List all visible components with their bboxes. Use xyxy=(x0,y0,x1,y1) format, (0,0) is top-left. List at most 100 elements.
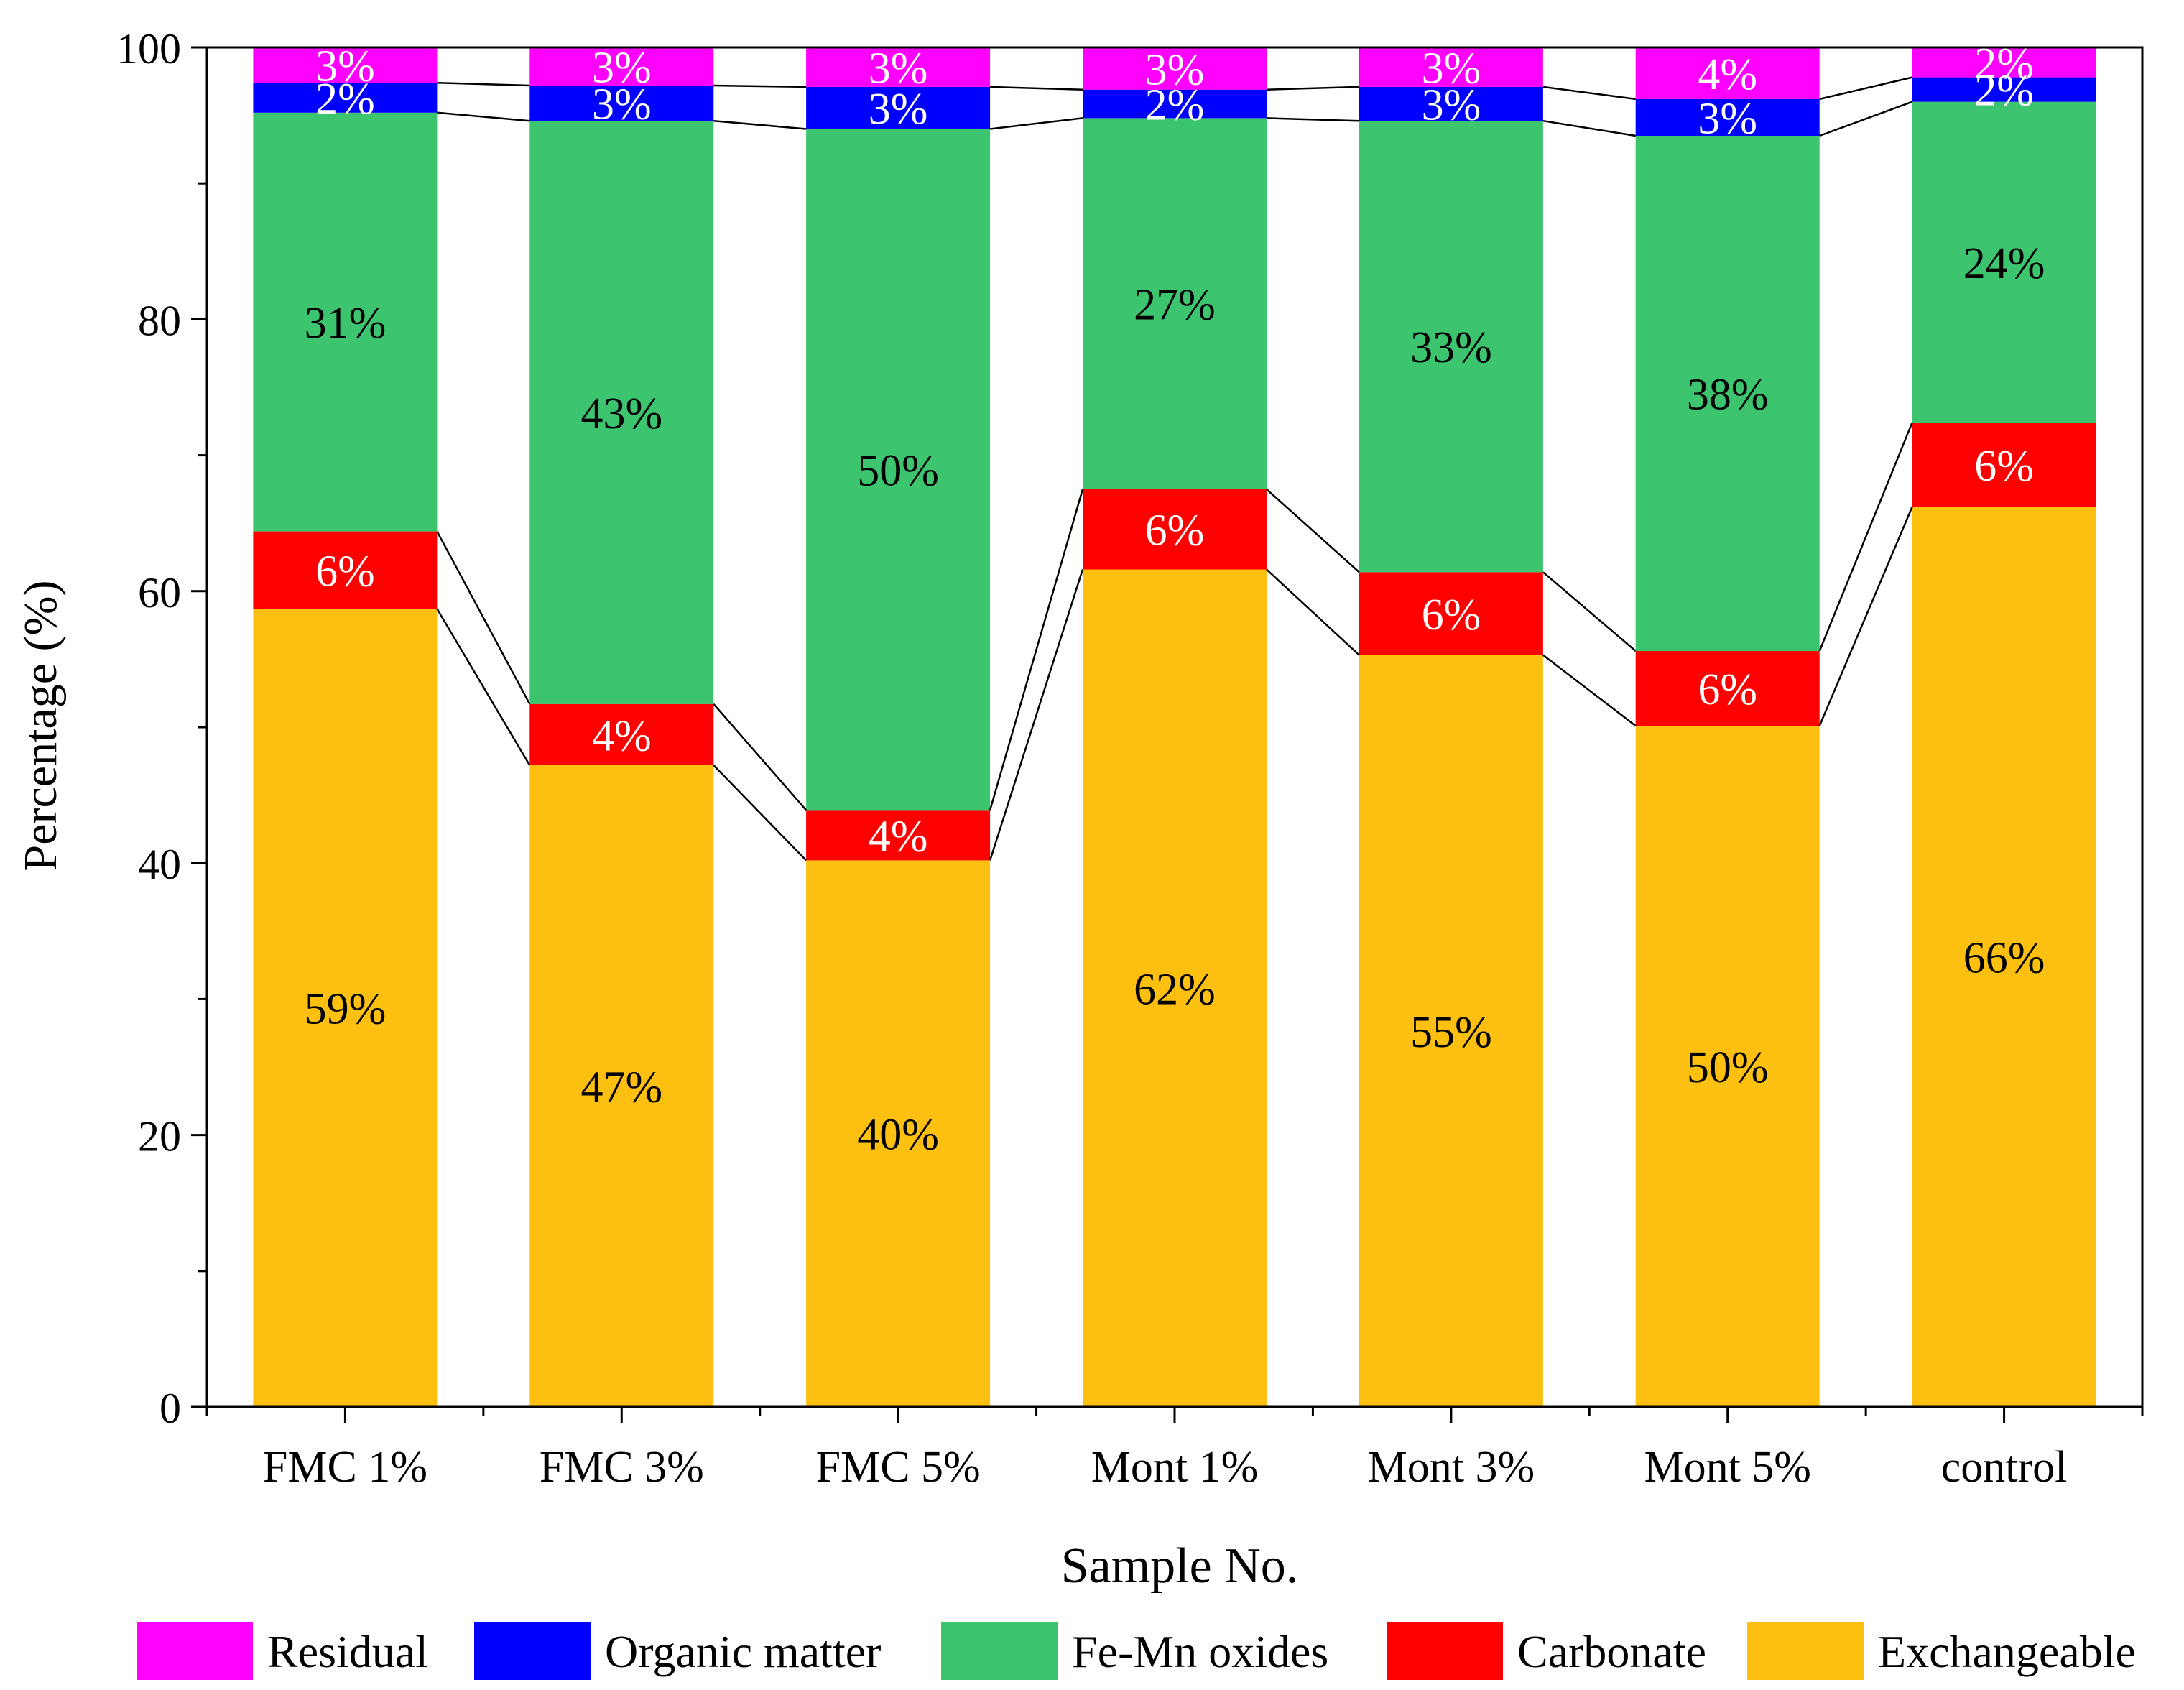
bar-exchangeable-mont-5 xyxy=(1635,726,1820,1407)
connector-line-2-5 xyxy=(1818,422,1913,652)
bar-fe-mn-oxides-fmc-5 xyxy=(806,129,991,811)
connector-line-2-1 xyxy=(713,703,808,811)
data-label-exchangeable-fmc-3: 47% xyxy=(580,1063,662,1112)
bar-exchangeable-fmc-5 xyxy=(806,860,991,1407)
legend-label-residual: Residual xyxy=(267,1626,428,1677)
bars-layer xyxy=(253,47,2096,1408)
bar-residual-mont-5 xyxy=(1635,47,1820,99)
data-label-residual-fmc-3: 3% xyxy=(592,44,652,93)
x-tick-label-control: control xyxy=(1941,1443,2068,1492)
data-label-carbonate-control: 6% xyxy=(1974,442,2034,491)
legend-label-fe-mn-oxides: Fe-Mn oxides xyxy=(1072,1626,1328,1677)
bar-residual-control xyxy=(1912,47,2096,78)
data-label-exchangeable-mont-1: 62% xyxy=(1134,965,1216,1014)
y-tick-label-40: 40 xyxy=(138,841,181,888)
legend-swatch-carbonate xyxy=(1387,1622,1503,1680)
data-label-fe-mn-oxides-mont-3: 33% xyxy=(1410,323,1492,372)
data-label-fe-mn-oxides-fmc-5: 50% xyxy=(857,447,939,496)
data-label-carbonate-mont-3: 6% xyxy=(1422,591,1481,639)
legend-label-organic-matter: Organic matter xyxy=(605,1626,881,1677)
data-label-fe-mn-oxides-mont-1: 27% xyxy=(1134,281,1216,330)
bar-residual-mont-3 xyxy=(1359,47,1543,87)
legend-swatch-residual xyxy=(136,1622,253,1680)
data-label-exchangeable-control: 66% xyxy=(1963,934,2045,983)
data-label-organic-matter-mont-5: 3% xyxy=(1698,94,1757,143)
connector-line-4-5 xyxy=(1819,76,1912,101)
connector-line-2-4 xyxy=(1542,571,1637,652)
bar-carbonate-fmc-1 xyxy=(253,531,438,609)
bar-organic-matter-fmc-5 xyxy=(806,86,991,129)
y-tick-label-60: 60 xyxy=(138,569,181,617)
connector-line-1-2 xyxy=(989,569,1084,861)
data-label-carbonate-fmc-5: 4% xyxy=(869,812,928,861)
data-label-exchangeable-mont-5: 50% xyxy=(1687,1043,1769,1092)
bar-organic-matter-mont-3 xyxy=(1359,86,1543,121)
x-axis-title: Sample No. xyxy=(1061,1538,1299,1594)
data-label-organic-matter-mont-1: 2% xyxy=(1145,81,1205,130)
data-label-fe-mn-oxides-fmc-1: 31% xyxy=(305,299,387,348)
data-label-organic-matter-fmc-3: 3% xyxy=(592,80,652,129)
bar-residual-mont-1 xyxy=(1083,47,1267,90)
data-label-organic-matter-mont-3: 3% xyxy=(1422,81,1481,130)
bar-fe-mn-oxides-mont-3 xyxy=(1359,121,1543,573)
connector-line-4-3 xyxy=(1266,86,1359,91)
connector-line-1-3 xyxy=(1266,568,1360,656)
bar-carbonate-mont-1 xyxy=(1083,489,1267,570)
y-tick-label-20: 20 xyxy=(138,1113,181,1160)
data-label-residual-mont-1: 3% xyxy=(1145,45,1205,94)
bar-exchangeable-fmc-1 xyxy=(253,609,438,1407)
data-label-carbonate-mont-1: 6% xyxy=(1145,507,1205,555)
bar-organic-matter-mont-5 xyxy=(1635,98,1820,136)
data-label-carbonate-mont-5: 6% xyxy=(1698,665,1757,714)
bar-exchangeable-fmc-3 xyxy=(529,765,714,1407)
y-tick-label-100: 100 xyxy=(116,25,181,73)
legend-swatch-fe-mn-oxides xyxy=(941,1622,1058,1680)
connector-line-1-5 xyxy=(1818,507,1913,726)
bar-fe-mn-oxides-fmc-1 xyxy=(253,112,438,532)
data-label-fe-mn-oxides-control: 24% xyxy=(1963,239,2045,288)
data-label-residual-mont-3: 3% xyxy=(1422,44,1481,93)
bar-organic-matter-fmc-1 xyxy=(253,83,438,113)
legend-swatch-organic-matter xyxy=(474,1622,591,1680)
data-label-fe-mn-oxides-fmc-3: 43% xyxy=(580,389,662,438)
bar-organic-matter-mont-1 xyxy=(1083,89,1267,119)
data-label-residual-fmc-1: 3% xyxy=(315,42,375,91)
connector-line-2-3 xyxy=(1266,488,1360,573)
connector-line-1-1 xyxy=(713,765,807,862)
connector-line-1-0 xyxy=(436,608,531,766)
connector-line-2-0 xyxy=(436,531,531,705)
y-tick-label-80: 80 xyxy=(138,297,181,344)
y-tick-label-0: 0 xyxy=(159,1385,181,1432)
data-label-residual-mont-5: 4% xyxy=(1698,50,1757,99)
bar-carbonate-control xyxy=(1912,422,2096,507)
connector-line-1-4 xyxy=(1542,654,1637,727)
x-tick-label-fmc-5: FMC 5% xyxy=(816,1443,981,1492)
data-label-exchangeable-mont-3: 55% xyxy=(1410,1008,1492,1057)
bar-residual-fmc-3 xyxy=(529,47,714,86)
bar-exchangeable-mont-3 xyxy=(1359,655,1543,1408)
legend-label-exchangeable: Exchangeable xyxy=(1878,1626,2136,1677)
bar-exchangeable-control xyxy=(1912,507,2096,1407)
bar-residual-fmc-5 xyxy=(806,47,991,87)
data-label-fe-mn-oxides-mont-5: 38% xyxy=(1687,371,1769,420)
data-label-exchangeable-fmc-1: 59% xyxy=(305,985,387,1034)
bar-fe-mn-oxides-mont-1 xyxy=(1083,118,1267,489)
data-label-carbonate-fmc-3: 4% xyxy=(592,711,652,760)
x-tick-label-fmc-3: FMC 3% xyxy=(540,1443,704,1492)
bar-residual-fmc-1 xyxy=(253,47,438,83)
data-label-organic-matter-fmc-5: 3% xyxy=(869,85,928,134)
legend-label-carbonate: Carbonate xyxy=(1517,1626,1706,1677)
data-label-organic-matter-control: 2% xyxy=(1974,67,2034,116)
bar-carbonate-mont-5 xyxy=(1635,651,1820,726)
axes: 0 20 40 60 80 100 FMC 1% FMC 3% FMC 5% Mont 1% Mon… xyxy=(116,25,2144,1492)
connector-line-2-2 xyxy=(989,489,1084,811)
bar-fe-mn-oxides-fmc-3 xyxy=(529,121,714,704)
bar-organic-matter-fmc-3 xyxy=(529,86,714,121)
x-tick-label-fmc-1: FMC 1% xyxy=(263,1443,427,1492)
connector-line-3-3 xyxy=(1266,117,1359,122)
x-tick-label-mont-3: Mont 3% xyxy=(1368,1443,1535,1492)
connector-line-4-2 xyxy=(990,86,1083,91)
x-tick-label-mont-5: Mont 5% xyxy=(1644,1443,1811,1492)
x-tick-label-mont-1: Mont 1% xyxy=(1091,1443,1259,1492)
